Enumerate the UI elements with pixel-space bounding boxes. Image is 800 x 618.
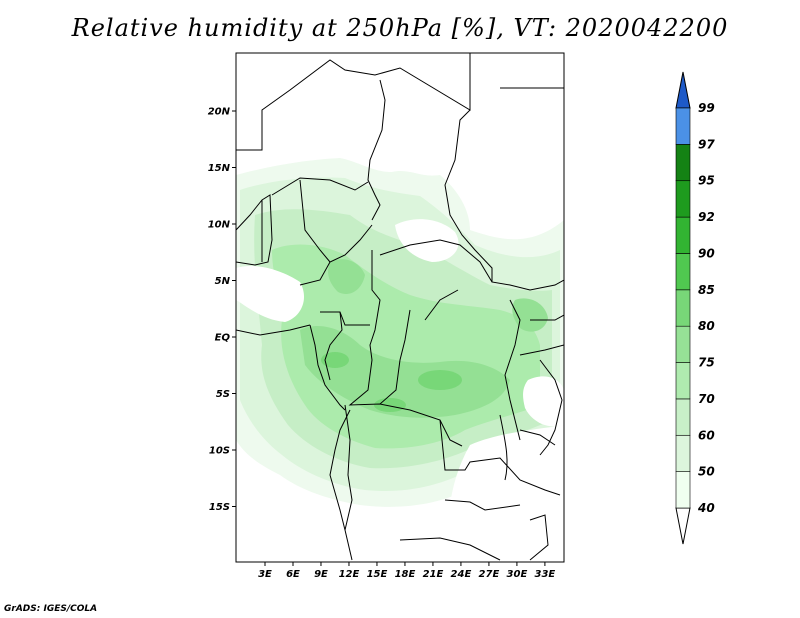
- latitude-axis: 20N 15N 10N 5N EQ 5S 10S 15S: [208, 107, 236, 513]
- colorbar-upper-triangle: [675, 71, 691, 109]
- colorbar-swatch: [675, 362, 691, 400]
- lat-tick-label: 10S: [209, 446, 230, 457]
- lon-tick-label: 18E: [395, 569, 416, 580]
- colorbar-swatch: [675, 434, 691, 472]
- rh-dry-north: [236, 53, 564, 198]
- colorbar-swatch: [675, 289, 691, 327]
- lon-tick-label: 15E: [367, 569, 388, 580]
- colorbar-swatch: [675, 253, 691, 291]
- lon-tick-label: 21E: [423, 569, 444, 580]
- grads-credit: GrADS: IGES/COLA: [4, 604, 98, 614]
- lon-tick-label: 12E: [339, 569, 360, 580]
- rh-shade-75: [300, 325, 510, 418]
- rh-dry-central: [395, 219, 459, 262]
- colorbar-label: 80: [698, 319, 715, 333]
- colorbar-swatch: [675, 325, 691, 363]
- rh-shade-75-north: [328, 259, 365, 295]
- colorbar-label: 95: [698, 174, 715, 188]
- lat-tick-label: 20N: [208, 107, 231, 118]
- colorbar-swatch: [675, 144, 691, 182]
- lat-tick-label: 15S: [209, 502, 230, 513]
- chart-title: Relative humidity at 250hPa [%], VT: 202…: [71, 14, 729, 42]
- map-frame: [235, 52, 565, 563]
- colorbar-swatch: [675, 398, 691, 436]
- colorbar-label: 40: [697, 501, 715, 515]
- lat-tick-label: 5N: [215, 276, 231, 287]
- rh-shade-75-east: [512, 298, 548, 332]
- colorbar-swatch: [675, 471, 691, 509]
- lon-tick-label: 9E: [314, 569, 328, 580]
- rh-shade-80-a: [418, 370, 462, 390]
- colorbar-swatch: [675, 216, 691, 254]
- colorbar-swatch: [675, 180, 691, 218]
- colorbar-swatch: [675, 107, 691, 145]
- rh-shade-80-c: [374, 398, 406, 412]
- lat-tick-label: EQ: [215, 333, 231, 344]
- lon-tick-label: 6E: [286, 569, 300, 580]
- colorbar-label: 70: [698, 392, 715, 406]
- longitude-axis: 3E 6E 9E 12E 15E 18E 21E 24E 27E 30E 33E: [258, 562, 555, 580]
- lon-tick-label: 30E: [507, 569, 528, 580]
- lon-tick-label: 24E: [451, 569, 472, 580]
- colorbar-label: 90: [698, 246, 715, 260]
- rh-shade-80-b: [321, 352, 349, 368]
- lat-tick-label: 15N: [208, 163, 231, 174]
- rh-dry-west: [236, 265, 305, 322]
- colorbar-label: 50: [698, 465, 715, 479]
- colorbar-label: 85: [698, 283, 715, 297]
- rh-dry-east: [523, 376, 564, 427]
- colorbar-label: 99: [698, 101, 715, 115]
- colorbar: 40 50 60 70 75 80 85 90 92 95 97 99: [675, 71, 715, 545]
- lon-tick-label: 27E: [479, 569, 500, 580]
- country-borders: [236, 53, 564, 561]
- colorbar-label: 75: [698, 356, 715, 370]
- lat-tick-label: 10N: [208, 220, 231, 231]
- lon-tick-label: 3E: [258, 569, 272, 580]
- colorbar-label: 97: [698, 137, 715, 151]
- humidity-field: [236, 53, 564, 562]
- colorbar-label: 60: [698, 428, 715, 442]
- rh-dry-south: [236, 495, 360, 562]
- rh-dry-southeast: [448, 425, 564, 562]
- lat-tick-label: 5S: [216, 389, 230, 400]
- colorbar-label: 92: [698, 210, 715, 224]
- colorbar-lower-triangle: [675, 507, 691, 545]
- lon-tick-label: 33E: [535, 569, 556, 580]
